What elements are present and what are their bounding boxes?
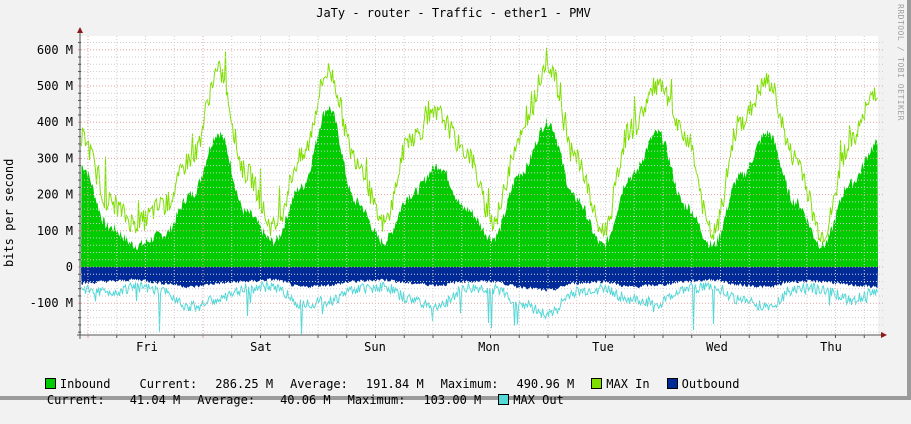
graph-frame xyxy=(0,0,911,400)
inbound-label: Inbound xyxy=(59,377,111,391)
x-tick-label: Tue xyxy=(592,340,614,354)
inbound-area xyxy=(81,105,878,267)
max-out-label: MAX Out xyxy=(513,393,564,407)
inbound-average-value: 191.84 M xyxy=(365,377,424,391)
y-tick-label: 400 M xyxy=(37,115,73,129)
outbound-area xyxy=(81,267,878,292)
x-tick-label: Mon xyxy=(478,340,500,354)
legend-row-outbound: Current: 41.04 M Average: 40.06 M Maximum: 10… xyxy=(0,376,564,407)
y-tick-label: 0 xyxy=(66,260,73,274)
x-tick-label: Fri xyxy=(136,340,158,354)
x-tick-label: Wed xyxy=(706,340,728,354)
graph-title: JaTy - router - Traffic - ether1 - PMV xyxy=(316,6,591,20)
x-tick-label: Sat xyxy=(250,340,272,354)
y-tick-label: -100 M xyxy=(30,296,73,310)
y-tick-label: 100 M xyxy=(37,224,73,238)
legend-row-inbound: Inbound Current: 286.25 M Average: 191.84 M M… xyxy=(0,360,739,391)
max-in-line xyxy=(81,47,878,243)
max-in-swatch-icon xyxy=(591,378,603,389)
max-in-label: MAX In xyxy=(606,377,650,391)
x-tick-label: Sun xyxy=(364,340,386,354)
rrdtool-credit: RRDTOOL / TOBI OETIKER xyxy=(896,4,905,121)
outbound-current-label: Current: xyxy=(46,393,105,407)
y-tick-label: 500 M xyxy=(37,79,73,93)
y-tick-label: 600 M xyxy=(37,43,73,57)
inbound-current-label: Current: xyxy=(139,377,198,391)
outbound-average-value: 40.06 M xyxy=(280,393,331,407)
inbound-current-value: 286.25 M xyxy=(215,377,274,391)
outbound-maximum-value: 103.00 M xyxy=(423,393,482,407)
inbound-maximum-label: Maximum: xyxy=(440,377,499,391)
x-axis-arrow-icon xyxy=(881,332,887,338)
outbound-average-label: Average: xyxy=(197,393,256,407)
x-tick-label: Thu xyxy=(820,340,842,354)
outbound-maximum-label: Maximum: xyxy=(347,393,406,407)
outbound-label: Outbound xyxy=(681,377,740,391)
y-tick-label: 300 M xyxy=(37,151,73,165)
inbound-average-label: Average: xyxy=(290,377,348,391)
inbound-swatch-icon xyxy=(44,378,56,389)
inbound-maximum-value: 490.96 M xyxy=(516,377,575,391)
y-tick-label: 200 M xyxy=(37,188,73,202)
legend: Inbound Current: 286.25 M Average: 191.84 M M… xyxy=(0,360,739,407)
outbound-swatch-icon xyxy=(666,378,678,389)
traffic-chart: 600 M 500 M 400 M 300 M 200 M 100 M 0 -100 M Fri… xyxy=(30,27,887,354)
max-out-line xyxy=(81,281,878,335)
outbound-current-value: 41.04 M xyxy=(129,393,181,407)
y-axis-arrow-icon xyxy=(77,27,83,33)
